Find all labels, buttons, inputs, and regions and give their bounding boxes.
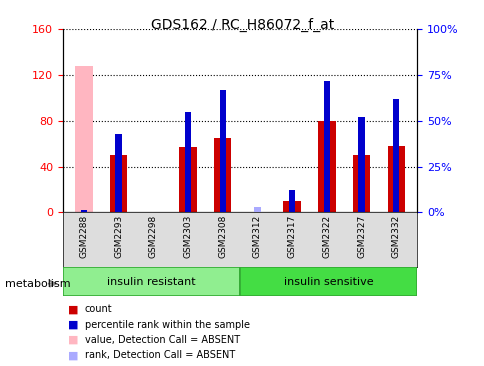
Text: GSM2322: GSM2322 — [322, 215, 331, 258]
Text: insulin sensitive: insulin sensitive — [283, 277, 373, 287]
Bar — [387, 146, 404, 212]
Text: ■: ■ — [68, 350, 78, 361]
Bar — [80, 210, 87, 212]
Bar — [63, 267, 240, 296]
Text: ■: ■ — [68, 335, 78, 345]
Bar — [184, 112, 191, 212]
Bar — [393, 99, 398, 212]
Text: rank, Detection Call = ABSENT: rank, Detection Call = ABSENT — [85, 350, 235, 361]
Bar — [213, 138, 231, 212]
Bar — [323, 81, 329, 212]
Text: value, Detection Call = ABSENT: value, Detection Call = ABSENT — [85, 335, 240, 345]
Text: GSM2308: GSM2308 — [218, 215, 227, 258]
Text: ■: ■ — [68, 304, 78, 314]
Bar — [283, 201, 300, 212]
Text: GSM2303: GSM2303 — [183, 215, 192, 258]
Bar — [110, 155, 127, 212]
Bar — [115, 134, 121, 212]
Text: percentile rank within the sample: percentile rank within the sample — [85, 320, 249, 330]
Bar — [219, 90, 226, 212]
Text: GSM2288: GSM2288 — [79, 215, 88, 258]
Bar — [179, 147, 197, 212]
Bar — [352, 155, 369, 212]
Text: count: count — [85, 304, 112, 314]
Bar — [358, 117, 364, 212]
Text: GSM2332: GSM2332 — [391, 215, 400, 258]
Bar — [288, 190, 295, 212]
Text: GSM2298: GSM2298 — [149, 215, 157, 258]
Bar — [318, 121, 335, 212]
Text: GSM2312: GSM2312 — [253, 215, 261, 258]
Text: metabolism: metabolism — [5, 279, 70, 289]
Text: GSM2317: GSM2317 — [287, 215, 296, 258]
Bar — [253, 207, 261, 212]
Bar — [240, 267, 416, 296]
Bar — [75, 66, 92, 212]
Text: insulin resistant: insulin resistant — [107, 277, 196, 287]
Text: GSM2293: GSM2293 — [114, 215, 123, 258]
Text: GSM2327: GSM2327 — [356, 215, 365, 258]
Text: ■: ■ — [68, 320, 78, 330]
Text: GDS162 / RC_H86072_f_at: GDS162 / RC_H86072_f_at — [151, 18, 333, 33]
